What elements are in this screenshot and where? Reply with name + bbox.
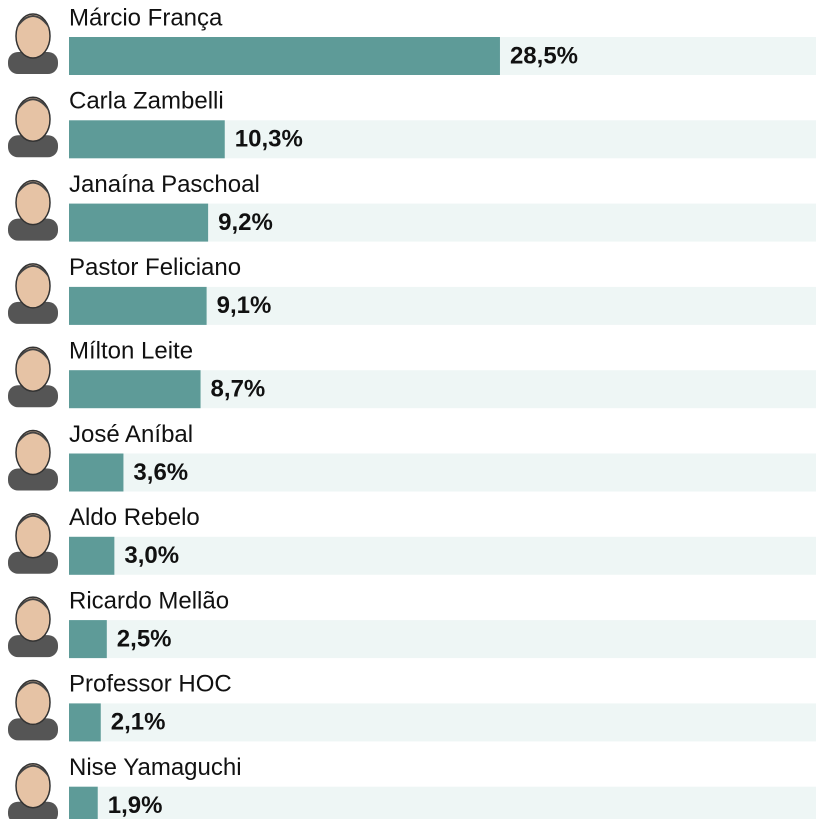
avatar: [8, 264, 58, 324]
bar: [69, 787, 98, 819]
avatar-head: [16, 97, 50, 141]
category-label: Carla Zambelli: [69, 88, 224, 115]
value-label: 2,5%: [117, 625, 172, 652]
avatar: [8, 680, 58, 740]
avatar-head: [16, 181, 50, 225]
bar: [69, 703, 101, 741]
avatar-head: [16, 264, 50, 308]
avatar: [8, 764, 58, 819]
value-label: 3,0%: [124, 542, 179, 569]
value-label: 9,1%: [217, 292, 272, 319]
avatar-head: [16, 514, 50, 558]
value-label: 9,2%: [218, 209, 273, 236]
bar: [69, 120, 225, 158]
value-label: 1,9%: [108, 792, 163, 819]
avatar: [8, 514, 58, 574]
bar-track: [69, 787, 816, 819]
bar: [69, 287, 207, 325]
category-label: Mílton Leite: [69, 338, 193, 365]
bar: [69, 370, 201, 408]
category-label: Professor HOC: [69, 671, 232, 698]
chart: Márcio França 28,5% Carla Zambelli 10,3% Jan…: [0, 0, 816, 819]
avatar: [8, 347, 58, 407]
avatar-head: [16, 14, 50, 58]
category-label: Nise Yamaguchi: [69, 754, 242, 781]
value-label: 8,7%: [211, 376, 266, 403]
bar: [69, 537, 114, 575]
avatar: [8, 14, 58, 74]
avatar: [8, 597, 58, 657]
bar-track: [69, 703, 816, 741]
bar: [69, 620, 107, 658]
avatar-head: [16, 764, 50, 808]
avatar: [8, 431, 58, 491]
category-label: Aldo Rebelo: [69, 504, 200, 531]
value-label: 28,5%: [510, 42, 578, 69]
avatar: [8, 97, 58, 157]
bar-track: [69, 537, 816, 575]
avatar-head: [16, 431, 50, 475]
value-label: 3,6%: [133, 459, 188, 486]
value-label: 10,3%: [235, 126, 303, 153]
category-label: Márcio França: [69, 4, 223, 31]
category-label: Pastor Feliciano: [69, 254, 241, 281]
value-label: 2,1%: [111, 709, 166, 736]
avatar-head: [16, 680, 50, 724]
bar: [69, 204, 208, 242]
bar: [69, 37, 500, 75]
category-label: Janaína Paschoal: [69, 171, 260, 198]
bar: [69, 454, 123, 492]
category-label: Ricardo Mellão: [69, 587, 229, 614]
bar-track: [69, 620, 816, 658]
avatar-head: [16, 597, 50, 641]
category-label: José Aníbal: [69, 421, 193, 448]
avatar: [8, 181, 58, 241]
avatar-head: [16, 347, 50, 391]
